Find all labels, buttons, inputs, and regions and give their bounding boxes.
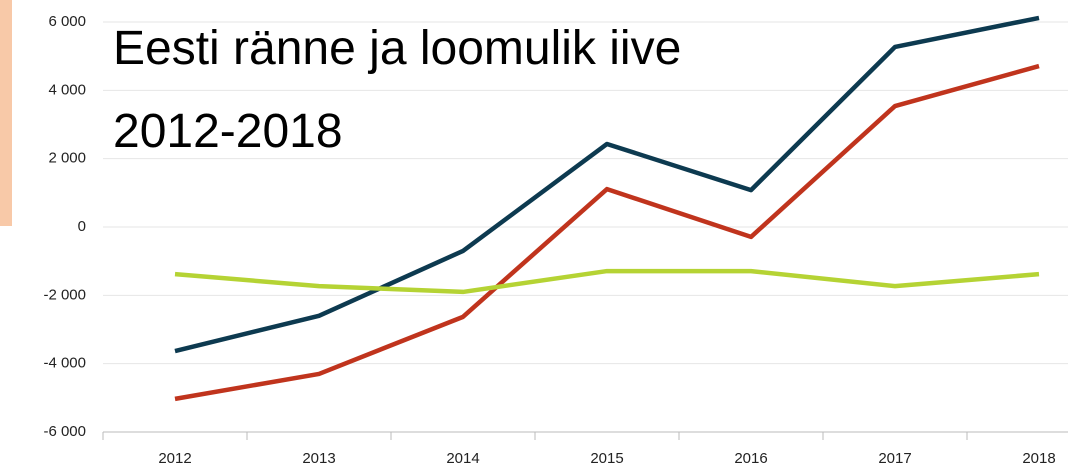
y-tick-label: 6 000 <box>48 13 86 30</box>
y-tick-label: -4 000 <box>43 355 86 372</box>
chart-title: Eesti ränne ja loomulik iive <box>113 22 681 75</box>
x-tick-label: 2012 <box>158 450 191 467</box>
x-tick-label: 2018 <box>1022 450 1055 467</box>
y-tick-label: 2 000 <box>48 150 86 167</box>
y-tick-label: -6 000 <box>43 423 86 440</box>
x-tick-label: 2016 <box>734 450 767 467</box>
y-tick-label: 0 <box>78 218 86 235</box>
y-tick-label: -2 000 <box>43 286 86 303</box>
x-tick-label: 2017 <box>878 450 911 467</box>
series-line <box>174 63 1040 402</box>
chart-title: 2012-2018 <box>113 105 343 158</box>
y-tick-label: 4 000 <box>48 81 86 98</box>
series-line <box>174 268 1040 295</box>
x-tick-label: 2013 <box>302 450 335 467</box>
x-tick-label: 2015 <box>590 450 623 467</box>
side-accent <box>0 0 12 226</box>
x-tick-label: 2014 <box>446 450 479 467</box>
marks <box>174 15 1040 402</box>
grid: -6 000 -4 000 -2 000 0 2 000 4 000 6 000 2012 20… <box>43 13 1068 467</box>
series-line <box>174 15 1040 354</box>
